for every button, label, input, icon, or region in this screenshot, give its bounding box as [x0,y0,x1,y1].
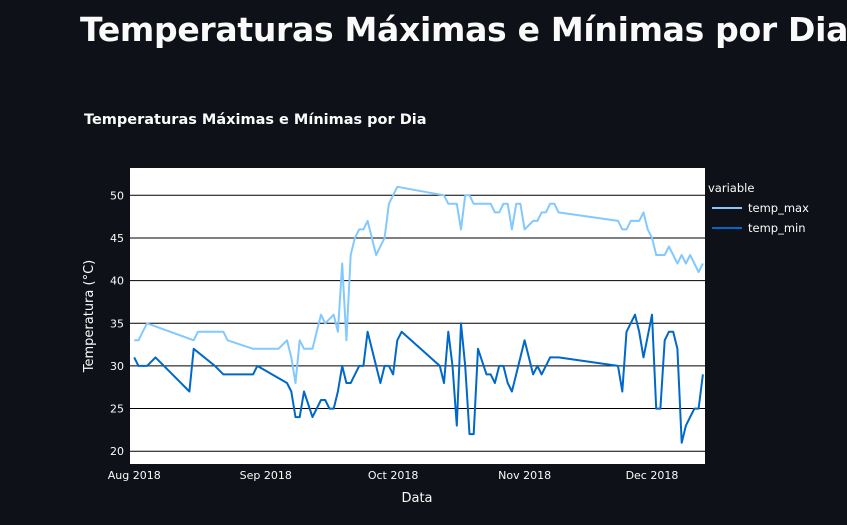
y-tick-label: 35 [110,317,124,330]
y-axis-ticks: 20 25 30 35 40 45 50 [110,189,124,458]
y-tick-label: 25 [110,403,124,416]
plot-area [130,168,705,464]
y-tick-label: 50 [110,189,124,202]
series-lines [133,185,704,444]
x-tick-label: Dec 2018 [626,469,679,482]
x-axis-ticks: Aug 2018 Sep 2018 Oct 2018 Nov 2018 Dec 2018 [108,469,679,482]
legend-title: variable [708,181,754,195]
y-tick-label: 45 [110,232,124,245]
x-tick-label: Aug 2018 [108,469,161,482]
legend-label-temp-max[interactable]: temp_max [748,201,809,215]
x-tick-label: Sep 2018 [240,469,292,482]
legend[interactable]: variable temp_max temp_min [708,181,809,235]
series-line-temp-max[interactable] [134,185,704,384]
y-tick-label: 30 [110,360,124,373]
chart-title: Temperaturas Máximas e Mínimas por Dia [84,112,427,128]
y-tick-label: 20 [110,445,124,458]
x-axis-title: Data [401,491,432,506]
x-tick-label: Nov 2018 [498,469,551,482]
y-axis-title: Temperatura (°C) [82,260,97,373]
page-title: Temperaturas Máximas e Mínimas por Dia [80,10,847,49]
series-line-temp-min[interactable] [133,313,704,444]
legend-label-temp-min[interactable]: temp_min [748,221,806,235]
x-tick-label: Oct 2018 [368,469,419,482]
y-tick-label: 40 [110,275,124,288]
grid-lines [130,194,705,452]
